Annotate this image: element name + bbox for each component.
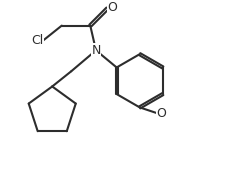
- Text: N: N: [91, 44, 100, 57]
- Text: Cl: Cl: [31, 34, 43, 47]
- Text: O: O: [107, 1, 117, 14]
- Text: O: O: [156, 107, 166, 120]
